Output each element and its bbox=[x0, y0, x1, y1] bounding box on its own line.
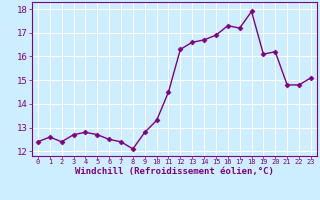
X-axis label: Windchill (Refroidissement éolien,°C): Windchill (Refroidissement éolien,°C) bbox=[75, 167, 274, 176]
